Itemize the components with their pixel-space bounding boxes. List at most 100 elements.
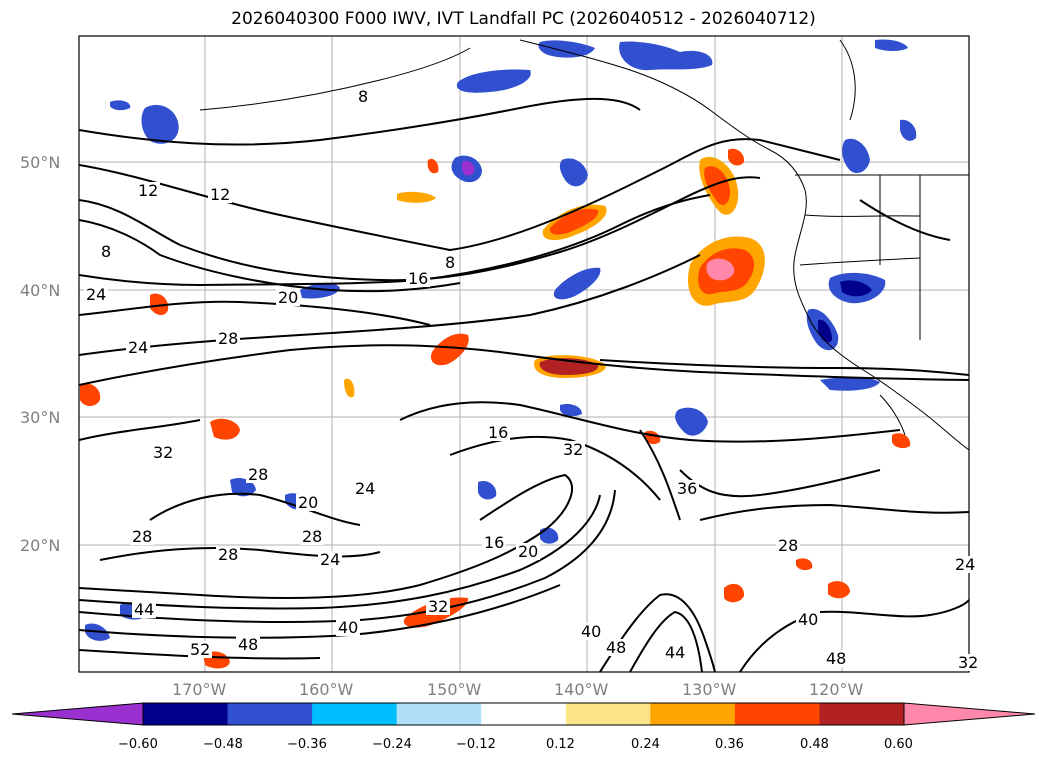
colorbar-tick-label: 0.36	[715, 737, 744, 752]
contour-label: 16	[484, 533, 504, 552]
contour-label: 20	[278, 288, 298, 307]
contour-label: 40	[338, 618, 358, 637]
contour-label-bg	[675, 480, 699, 497]
coastlines	[199, 39, 969, 451]
colorbar-tick-label: −0.12	[456, 737, 496, 752]
negative-anomalies	[85, 39, 917, 641]
lon-label-170w: 170°W	[172, 680, 227, 699]
contour-label: 28	[218, 545, 238, 564]
contour-label-bg	[236, 636, 260, 653]
contour-label-bg	[188, 641, 212, 658]
contour-label: 44	[134, 600, 154, 619]
plot-area	[79, 36, 969, 672]
contour-label-bg	[216, 330, 240, 347]
colorbar-segment	[227, 703, 313, 725]
contour-label-bg	[126, 339, 150, 356]
contour-label: 16	[488, 423, 508, 442]
contour-label-bg	[216, 546, 240, 563]
contour-labels: 8 12 12 8 16 8 20 28 24 24 32 28 20 24 16 32 16 28 28 28 24 3…	[84, 87, 980, 672]
contour-label-bg	[516, 543, 540, 560]
map-title: 2026040300 F000 IWV, IVT Landfall PC (20…	[231, 9, 816, 29]
contour-label-bg	[486, 424, 510, 441]
lon-label-160w: 160°W	[299, 680, 354, 699]
contour-label-bg	[561, 441, 585, 458]
contour-label: 48	[606, 638, 626, 657]
contour-label: 28	[218, 329, 238, 348]
colorbar-tick-label: −0.60	[118, 737, 158, 752]
contour-label-bg	[336, 619, 360, 636]
contour-label: 28	[132, 527, 152, 546]
colorbar-tick-label: −0.24	[372, 737, 412, 752]
contour-label: 8	[101, 242, 111, 261]
lat-label-40n: 40°N	[20, 281, 61, 300]
contour-label: 40	[798, 610, 818, 629]
contour-label: 48	[826, 649, 846, 668]
colorbar-tick-label: −0.48	[203, 737, 243, 752]
contour-label-bg	[300, 528, 324, 545]
contour-label-bg	[776, 537, 800, 554]
contour-label: 40	[581, 622, 601, 641]
contour-label-bg	[151, 444, 175, 461]
contour-label-bg	[663, 644, 687, 661]
contour-label-bg	[276, 289, 300, 306]
contour-label-bg	[443, 254, 457, 271]
contour-label: 20	[518, 542, 538, 561]
contour-label: 24	[355, 479, 375, 498]
contour-label: 16	[408, 269, 428, 288]
lat-label-20n: 20°N	[20, 536, 61, 555]
contour-label-bg	[406, 270, 430, 287]
colorbar-tick-label: 0.60	[884, 737, 913, 752]
contour-label-bg	[318, 551, 342, 568]
colorbar-segment	[143, 703, 229, 725]
contour-label: 32	[428, 597, 448, 616]
colorbar-frame	[142, 702, 905, 726]
contour-label: 52	[190, 640, 210, 659]
plot-frame	[78, 35, 970, 673]
colorbar-segment	[734, 703, 820, 725]
contour-label-bg	[208, 186, 232, 203]
colorbar-tick-label: −0.36	[287, 737, 327, 752]
contour-label-bg	[353, 480, 377, 497]
positive-anomalies	[80, 148, 911, 669]
contour-label-bg	[296, 494, 320, 511]
contour-label: 36	[677, 479, 697, 498]
contour-label: 44	[665, 643, 685, 662]
contour-label: 32	[958, 653, 978, 672]
contour-label-bg	[130, 528, 154, 545]
colorbar-extension-high	[903, 702, 1036, 726]
contour-label: 12	[210, 185, 230, 204]
contour-label-bg	[356, 88, 370, 105]
contour-label: 48	[238, 635, 258, 654]
contour-label: 12	[138, 181, 158, 200]
contour-label: 24	[86, 285, 106, 304]
iwv-contours	[79, 97, 969, 672]
colorbar-tick-label: 0.12	[546, 737, 575, 752]
lon-label-140w: 140°W	[554, 680, 609, 699]
contour-label-bg	[426, 598, 450, 615]
colorbar-segment	[481, 703, 567, 725]
contour-label-bg	[824, 650, 848, 667]
contour-label-bg	[482, 534, 506, 551]
colorbar-tick-label: 0.48	[800, 737, 829, 752]
colorbar-segment	[819, 703, 905, 725]
contour-label: 28	[248, 465, 268, 484]
contour-label-bg	[246, 466, 270, 483]
lon-label-150w: 150°W	[427, 680, 482, 699]
contour-label: 24	[955, 555, 975, 574]
contour-label: 8	[358, 87, 368, 106]
colorbar-segment	[396, 703, 482, 725]
colorbar-segment	[312, 703, 398, 725]
colorbar	[11, 702, 1036, 726]
contour-label-bg	[604, 639, 628, 656]
contour-label-bg	[579, 623, 603, 640]
contour-label: 28	[302, 527, 322, 546]
contour-label: 32	[563, 440, 583, 459]
contour-label: 20	[298, 493, 318, 512]
contour-label: 24	[128, 338, 148, 357]
contour-label: 8	[445, 253, 455, 272]
colorbar-extension-low	[11, 702, 144, 726]
lat-label-50n: 50°N	[20, 153, 61, 172]
contour-label: 32	[153, 443, 173, 462]
contour-label-bg	[136, 182, 160, 199]
